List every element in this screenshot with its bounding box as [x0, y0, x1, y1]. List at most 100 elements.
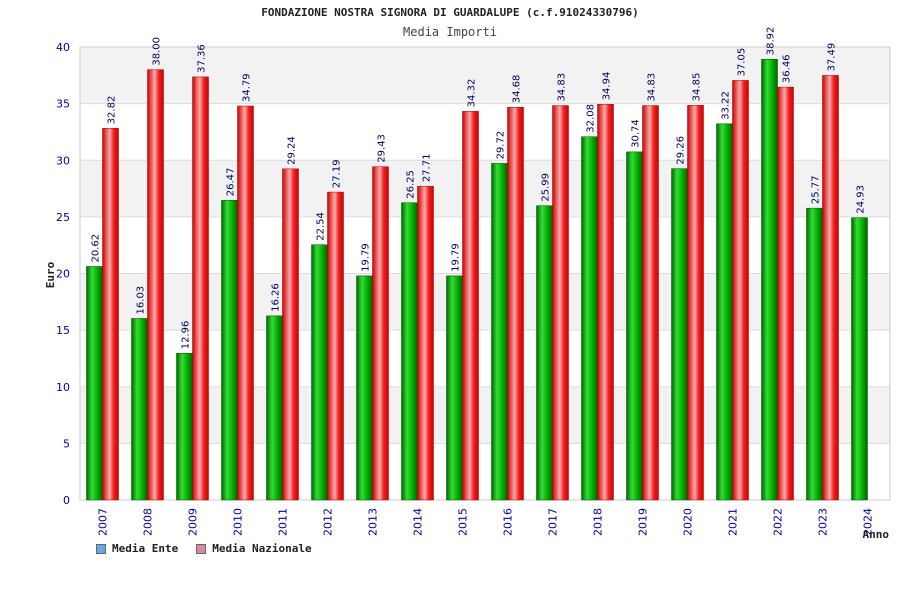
x-tick-label: 2011	[277, 508, 290, 536]
bar-media-ente-2019	[626, 151, 643, 501]
bar-media-nazionale-2014	[417, 185, 434, 501]
data-label: 26.25	[406, 170, 417, 199]
legend-item-media-ente: Media Ente	[96, 542, 178, 555]
data-label: 34.94	[602, 72, 613, 101]
bar-media-ente-2014	[401, 202, 418, 501]
bar-media-ente-2024	[851, 217, 868, 501]
data-label: 12.96	[181, 321, 192, 350]
y-axis-label: Euro	[44, 261, 57, 288]
x-tick-label: 2020	[682, 508, 695, 536]
bar-media-ente-2018	[581, 136, 598, 501]
legend-swatch-media-ente	[96, 543, 106, 554]
x-tick-label: 2022	[772, 508, 785, 536]
data-label: 33.22	[721, 91, 732, 120]
data-label: 27.71	[422, 154, 433, 183]
y-tick-label: 5	[63, 437, 70, 450]
data-label: 26.47	[226, 168, 237, 197]
x-tick-label: 2008	[142, 508, 155, 536]
data-label: 34.79	[242, 73, 253, 102]
bar-media-nazionale-2022	[777, 86, 794, 501]
x-tick-label: 2016	[502, 508, 515, 536]
plot-frame	[79, 46, 891, 501]
x-axis-label: Anno	[863, 528, 890, 541]
data-label: 37.05	[737, 48, 748, 77]
data-label: 38.00	[152, 37, 163, 66]
bar-media-ente-2021	[716, 123, 733, 501]
y-tick-label: 30	[56, 154, 70, 167]
data-label: 34.32	[467, 79, 478, 108]
x-tick-label: 2009	[187, 508, 200, 536]
grid-band	[80, 330, 890, 387]
grid-band	[80, 273, 890, 331]
bar-media-ente-2008	[131, 318, 148, 501]
data-label: 20.62	[91, 234, 102, 263]
bar-media-ente-2011	[266, 315, 283, 501]
chart-subtitle: Media Importi	[403, 25, 497, 39]
x-tick-label: 2017	[547, 508, 560, 536]
data-label: 27.19	[332, 159, 343, 188]
grid-band	[80, 386, 890, 444]
x-tick-label: 2010	[232, 508, 245, 536]
x-tick-label: 2021	[727, 508, 740, 536]
data-label: 19.79	[361, 243, 372, 272]
legend-item-media-nazionale: Media Nazionale	[196, 542, 312, 555]
chart-legend: Media Ente Media Nazionale	[96, 542, 312, 555]
data-label: 29.24	[287, 136, 298, 165]
grid-band	[80, 216, 890, 274]
bar-media-ente-2009	[176, 352, 193, 501]
bar-media-nazionale-2019	[642, 105, 659, 501]
bar-media-nazionale-2007	[102, 128, 119, 501]
x-tick-label: 2007	[97, 508, 110, 536]
bar-media-nazionale-2015	[462, 111, 479, 501]
y-tick-label: 15	[56, 324, 70, 337]
x-tick-label: 2014	[412, 508, 425, 536]
data-label: 29.72	[496, 131, 507, 160]
bar-media-ente-2017	[536, 205, 553, 501]
data-label: 16.03	[136, 286, 147, 315]
data-label: 34.85	[692, 73, 703, 102]
bar-media-ente-2012	[311, 244, 328, 501]
bar-media-nazionale-2018	[597, 104, 614, 501]
data-label: 36.46	[782, 54, 793, 83]
bar-media-nazionale-2013	[372, 166, 389, 501]
data-label: 16.26	[271, 283, 282, 312]
grid-band	[80, 160, 890, 217]
data-label: 30.74	[631, 119, 642, 148]
bar-media-ente-2022	[761, 58, 778, 501]
data-label: 29.43	[377, 134, 388, 163]
x-tick-label: 2015	[457, 508, 470, 536]
bar-media-nazionale-2012	[327, 191, 344, 501]
bar-media-nazionale-2017	[552, 105, 569, 501]
y-tick-label: 25	[56, 211, 70, 224]
bar-media-nazionale-2021	[732, 80, 749, 501]
bar-media-ente-2020	[671, 168, 688, 501]
x-tick-label: 2013	[367, 508, 380, 536]
y-tick-label: 40	[56, 41, 70, 54]
bar-media-ente-2016	[491, 163, 508, 501]
bar-media-nazionale-2016	[507, 106, 524, 501]
x-tick-label: 2024	[862, 508, 875, 536]
data-label: 25.77	[811, 176, 822, 205]
data-label: 37.36	[197, 44, 208, 73]
data-label: 19.79	[451, 243, 462, 272]
grid-band	[80, 103, 890, 161]
data-label: 32.08	[586, 104, 597, 133]
legend-swatch-media-nazionale	[196, 543, 207, 554]
data-label: 34.68	[512, 75, 523, 104]
data-label: 25.99	[541, 173, 552, 202]
bar-media-ente-2023	[806, 207, 823, 501]
legend-label-media-nazionale: Media Nazionale	[212, 542, 312, 555]
y-tick-label: 0	[63, 494, 70, 507]
bar-media-ente-2015	[446, 275, 463, 501]
grid-band	[80, 47, 890, 104]
bar-media-nazionale-2020	[687, 105, 704, 501]
data-label: 34.83	[557, 73, 568, 102]
data-label: 38.92	[766, 27, 777, 56]
bar-media-nazionale-2009	[192, 76, 209, 501]
bar-media-nazionale-2008	[147, 69, 164, 501]
data-label: 32.82	[107, 96, 118, 125]
bar-media-nazionale-2011	[282, 168, 299, 501]
data-label: 29.26	[676, 136, 687, 165]
chart-title: FONDAZIONE NOSTRA SIGNORA DI GUARDALUPE …	[261, 6, 639, 19]
